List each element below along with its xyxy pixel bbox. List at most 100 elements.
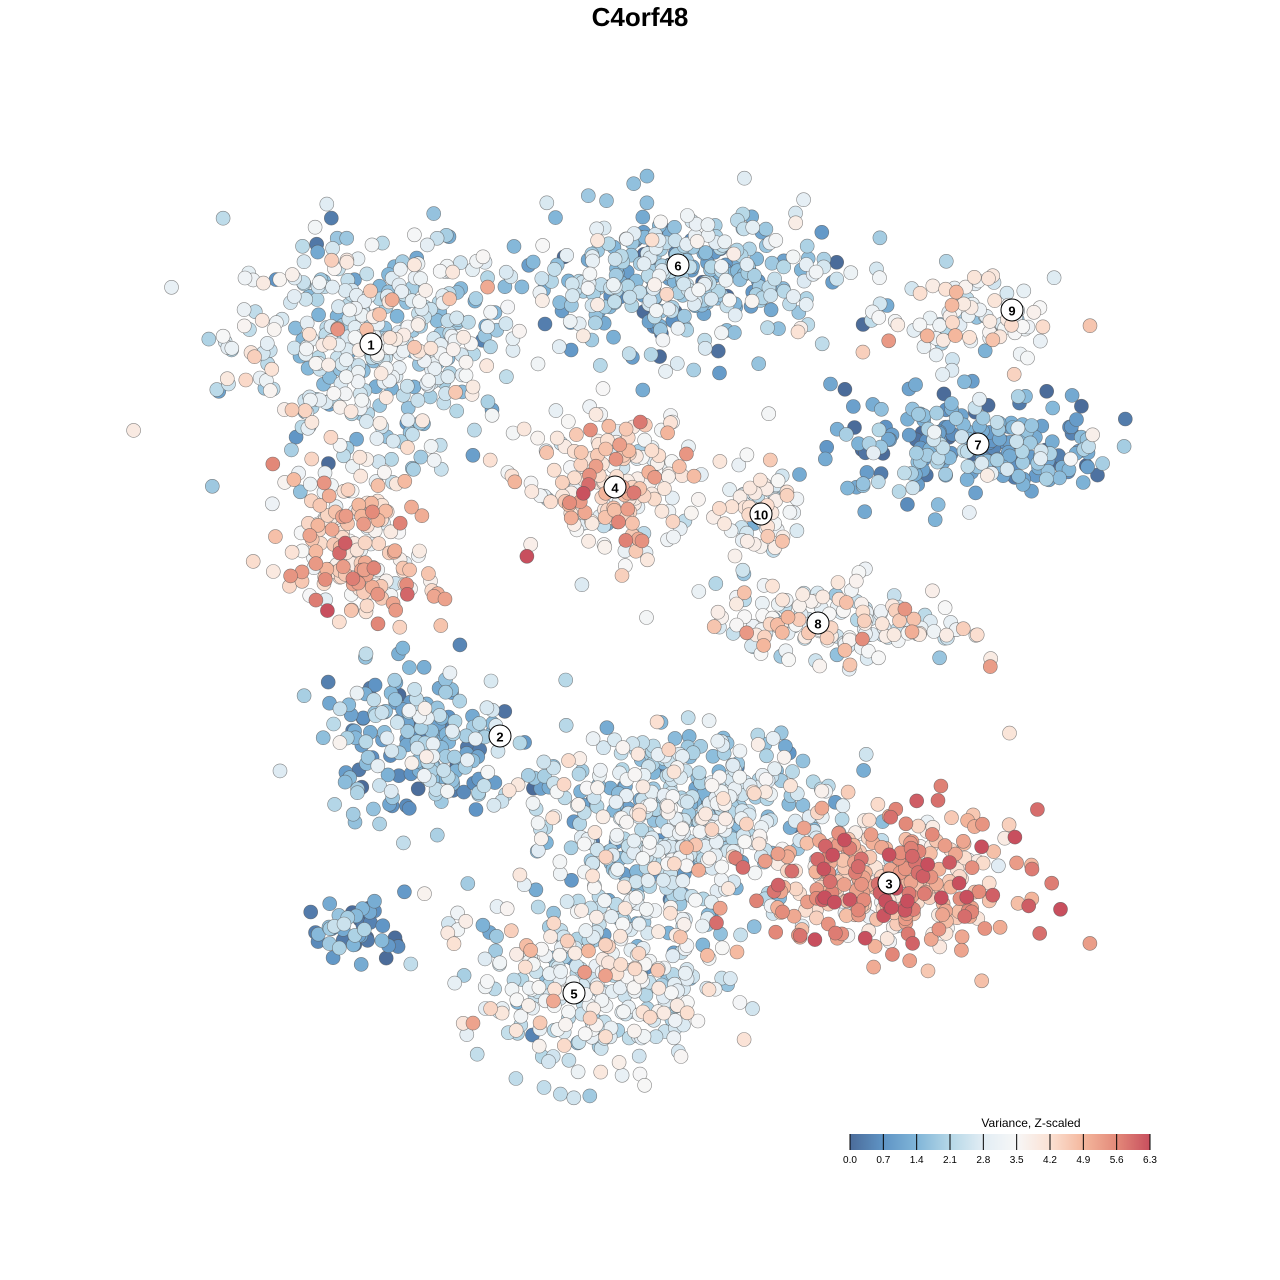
data-point: [783, 778, 798, 794]
data-point: [370, 758, 386, 774]
data-point: [372, 816, 387, 832]
data-point: [468, 802, 484, 817]
data-point: [726, 246, 742, 262]
data-point: [724, 499, 740, 515]
data-point: [925, 583, 940, 599]
data-point: [1118, 411, 1133, 427]
data-point: [327, 797, 342, 812]
data-point: [955, 621, 971, 637]
data-point: [663, 905, 678, 921]
data-point: [866, 445, 881, 461]
data-point: [307, 219, 323, 235]
data-point: [410, 392, 426, 408]
data-point: [367, 677, 383, 693]
data-point: [480, 394, 496, 410]
data-point: [920, 857, 936, 872]
data-point: [324, 252, 339, 268]
data-point: [658, 364, 673, 379]
data-point: [905, 936, 920, 951]
data-point: [812, 658, 828, 674]
data-point: [1082, 936, 1098, 951]
data-point: [928, 347, 944, 363]
legend-title: Variance, Z-scaled: [981, 1116, 1080, 1130]
data-point: [625, 515, 640, 531]
data-point: [556, 777, 572, 792]
data-point: [349, 685, 365, 701]
data-point: [403, 956, 419, 972]
data-point: [739, 533, 755, 549]
data-point: [499, 901, 515, 917]
data-point: [830, 575, 846, 590]
data-point: [650, 962, 666, 978]
data-point: [413, 449, 429, 465]
data-point: [343, 603, 359, 618]
legend-tick-label: 4.9: [1076, 1155, 1090, 1166]
data-point: [712, 501, 727, 516]
data-point: [286, 472, 302, 487]
data-point: [564, 872, 579, 888]
data-point: [580, 188, 596, 203]
data-point: [440, 369, 456, 385]
data-point: [402, 562, 417, 578]
data-point: [792, 467, 807, 482]
data-point: [247, 349, 262, 365]
data-point: [763, 302, 779, 318]
data-point: [598, 849, 614, 865]
data-point: [714, 940, 730, 956]
data-point: [268, 529, 283, 544]
data-point: [746, 919, 762, 935]
data-point: [714, 859, 730, 875]
data-point: [264, 361, 280, 377]
data-point: [582, 266, 598, 282]
data-point: [378, 950, 394, 966]
data-point: [598, 968, 613, 983]
data-point: [691, 765, 707, 781]
data-point: [598, 441, 614, 457]
data-point: [739, 625, 755, 641]
data-point: [378, 390, 394, 405]
data-point: [382, 330, 398, 346]
data-point: [951, 875, 967, 891]
data-point: [642, 834, 658, 850]
data-point: [808, 264, 824, 280]
data-point: [635, 209, 651, 225]
data-point: [561, 1004, 576, 1020]
data-point: [785, 764, 800, 779]
data-point: [671, 459, 687, 474]
data-point: [1095, 456, 1110, 471]
data-point: [870, 796, 886, 812]
data-point: [1007, 829, 1023, 845]
data-point: [640, 873, 656, 888]
data-point: [400, 440, 415, 455]
data-point: [626, 176, 642, 191]
data-point: [372, 307, 387, 322]
data-point: [1024, 861, 1040, 877]
data-point: [387, 692, 403, 707]
data-point: [656, 1005, 672, 1021]
data-point: [612, 928, 628, 944]
data-point: [675, 873, 691, 889]
data-point: [321, 488, 337, 504]
data-point: [647, 277, 662, 293]
data-point: [530, 899, 546, 915]
data-point: [944, 810, 959, 826]
data-point: [837, 832, 852, 848]
data-point: [465, 447, 481, 463]
data-point: [563, 510, 579, 526]
data-point: [418, 283, 433, 298]
data-point: [264, 496, 280, 512]
data-point: [977, 921, 993, 936]
data-point: [667, 220, 682, 235]
data-point: [631, 916, 647, 932]
data-point: [284, 544, 300, 560]
data-point: [356, 922, 372, 937]
data-point: [842, 657, 858, 673]
data-point: [425, 736, 441, 752]
legend-tick-label: 0.0: [843, 1155, 857, 1166]
data-point: [765, 731, 781, 746]
data-point: [407, 227, 422, 243]
data-point: [615, 740, 631, 755]
data-point: [667, 731, 683, 746]
data-point: [574, 577, 590, 593]
data-point: [531, 980, 547, 995]
